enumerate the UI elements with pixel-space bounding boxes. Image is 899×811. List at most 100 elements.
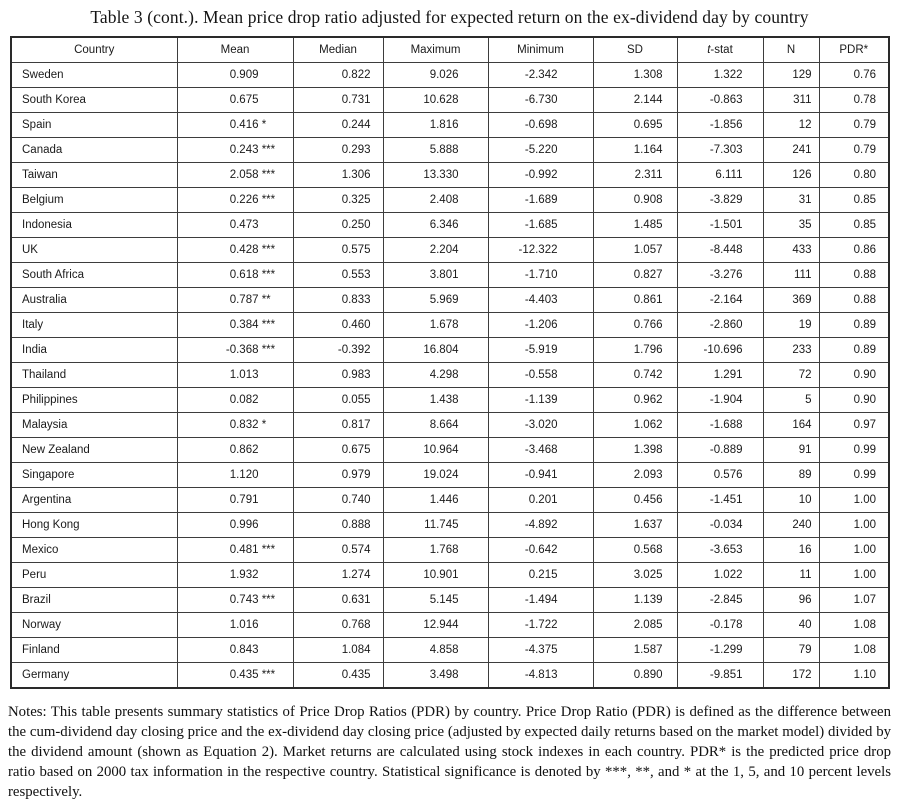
cell-tstat: -2.845 <box>676 587 764 613</box>
cell-minimum: -1.722 <box>487 612 594 638</box>
pdr-value: 0.85 <box>853 194 876 206</box>
cell-maximum: 1.768 <box>382 537 489 563</box>
cell-sd: 1.062 <box>592 412 678 438</box>
sd-value: 0.695 <box>633 119 663 131</box>
cell-minimum: -6.730 <box>487 87 594 113</box>
cell-sd: 2.085 <box>592 612 678 638</box>
mean-value: 0.226 <box>229 194 259 206</box>
mean-value: -0.368 <box>225 344 259 356</box>
cell-maximum: 4.298 <box>382 362 489 388</box>
n-value: 111 <box>794 269 812 281</box>
cell-country: Sweden <box>10 62 178 88</box>
cell-maximum: 4.858 <box>382 637 489 663</box>
table-notes: Notes: This table presents summary stati… <box>8 704 891 801</box>
pdr-value: 1.00 <box>853 544 876 556</box>
cell-n: 35 <box>762 212 820 238</box>
tstat-value: -3.829 <box>709 194 743 206</box>
table-row: Indonesia 0.473 0.250 6.346 -1.685 1.485 -1.50… <box>10 212 890 238</box>
table-title: Table 3 (cont.). Mean price drop ratio a… <box>90 7 809 27</box>
cell-pdr: 1.08 <box>818 612 890 638</box>
tstat-value: -1.501 <box>709 219 743 231</box>
cell-tstat: 0.576 <box>676 462 764 488</box>
pdr-value: 1.00 <box>853 494 876 506</box>
cell-minimum: -3.468 <box>487 437 594 463</box>
cell-n: 12 <box>762 112 820 138</box>
table-row: South Korea 0.675 0.731 10.628 -6.730 2.144 -0… <box>10 87 890 113</box>
maximum-value: 10.628 <box>423 94 459 106</box>
cell-median: 1.274 <box>292 562 384 588</box>
column-header: SD <box>592 36 678 63</box>
pdr-value: 0.99 <box>853 469 876 481</box>
pdr-value: 0.80 <box>853 169 876 181</box>
median-value: 0.575 <box>341 244 371 256</box>
cell-country: Taiwan <box>10 162 178 188</box>
minimum-value: -1.139 <box>524 394 558 406</box>
cell-maximum: 13.330 <box>382 162 489 188</box>
cell-sd: 1.164 <box>592 137 678 163</box>
minimum-value: -0.698 <box>524 119 558 131</box>
median-value: -0.392 <box>337 344 371 356</box>
maximum-value: 5.888 <box>429 144 459 156</box>
pdr-value: 0.99 <box>853 444 876 456</box>
cell-median: 1.306 <box>292 162 384 188</box>
cell-country: Philippines <box>10 387 178 413</box>
n-value: 11 <box>799 569 812 581</box>
mean-value: 0.082 <box>229 394 259 406</box>
minimum-value: -0.941 <box>524 469 558 481</box>
table-row: Hong Kong 0.996 0.888 11.745 -4.892 1.637 -0.0… <box>10 512 890 538</box>
cell-tstat: -3.829 <box>676 187 764 213</box>
cell-minimum: -0.698 <box>487 112 594 138</box>
country-value: Hong Kong <box>22 519 80 531</box>
maximum-value: 10.901 <box>423 569 459 581</box>
cell-mean: 0.996 <box>176 512 294 538</box>
median-value: 0.833 <box>341 294 371 306</box>
tstat-value: -2.860 <box>709 319 743 331</box>
minimum-value: -4.892 <box>524 519 558 531</box>
cell-median: 0.888 <box>292 512 384 538</box>
pdr-value: 0.78 <box>853 94 876 106</box>
median-value: 0.675 <box>341 444 371 456</box>
column-header: N <box>762 36 820 63</box>
cell-maximum: 8.664 <box>382 412 489 438</box>
country-value: Australia <box>22 294 67 306</box>
cell-maximum: 1.438 <box>382 387 489 413</box>
median-value: 0.888 <box>341 519 371 531</box>
median-value: 0.250 <box>341 219 371 231</box>
cell-n: 433 <box>762 237 820 263</box>
tstat-value: 1.291 <box>713 369 743 381</box>
median-value: 0.244 <box>341 119 371 131</box>
sd-value: 0.568 <box>633 544 663 556</box>
cell-median: 0.731 <box>292 87 384 113</box>
cell-mean: 0.416 * <box>176 112 294 138</box>
sd-value: 2.311 <box>634 169 663 181</box>
cell-pdr: 1.08 <box>818 637 890 663</box>
tstat-value: 6.111 <box>715 169 743 181</box>
minimum-value: 0.201 <box>528 494 558 506</box>
maximum-value: 1.816 <box>429 119 459 131</box>
cell-pdr: 1.07 <box>818 587 890 613</box>
cell-mean: 0.909 <box>176 62 294 88</box>
country-value: South Korea <box>22 94 86 106</box>
cell-mean: 0.618 *** <box>176 262 294 288</box>
column-header: Country <box>10 36 178 63</box>
cell-pdr: 1.00 <box>818 512 890 538</box>
maximum-value: 13.330 <box>423 169 459 181</box>
cell-minimum: -0.941 <box>487 462 594 488</box>
cell-minimum: -1.494 <box>487 587 594 613</box>
n-value: 35 <box>798 219 812 231</box>
n-value: 40 <box>798 619 812 631</box>
pdr-value: 1.08 <box>853 644 876 656</box>
median-value: 0.631 <box>341 594 371 606</box>
cell-minimum: -4.813 <box>487 662 594 689</box>
mean-value: 0.791 <box>229 494 259 506</box>
cell-maximum: 2.204 <box>382 237 489 263</box>
cell-n: 126 <box>762 162 820 188</box>
cell-sd: 2.144 <box>592 87 678 113</box>
cell-minimum: -4.375 <box>487 637 594 663</box>
mean-value: 0.832 <box>229 419 259 431</box>
cell-maximum: 10.901 <box>382 562 489 588</box>
cell-country: Finland <box>10 637 178 663</box>
pdr-value: 0.89 <box>853 344 876 356</box>
n-value: 19 <box>798 319 812 331</box>
cell-country: India <box>10 337 178 363</box>
